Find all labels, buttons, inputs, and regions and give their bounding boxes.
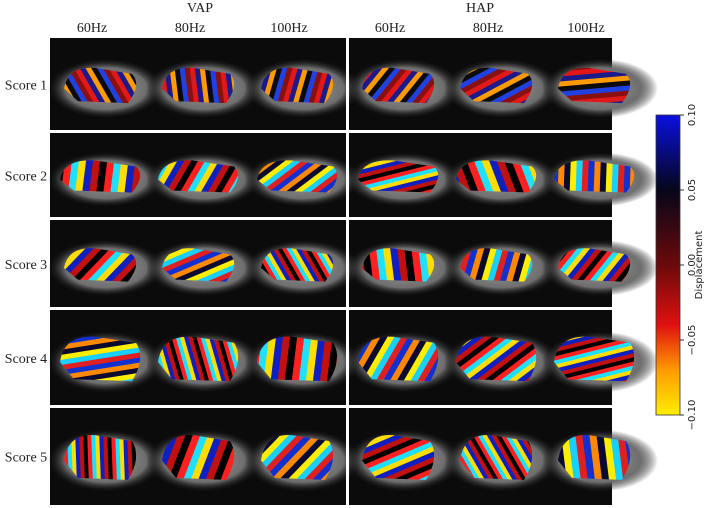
mri-image xyxy=(48,239,164,297)
mri-image xyxy=(346,331,462,393)
mri-image xyxy=(542,239,658,297)
colorbar-tick-label: −0.10 xyxy=(687,400,698,431)
displacement-map xyxy=(158,160,239,193)
mri-image xyxy=(444,152,560,207)
column-label: 100Hz xyxy=(270,21,307,36)
mri-image xyxy=(444,58,560,119)
displacement-map xyxy=(362,248,435,282)
row-label: Score 1 xyxy=(5,79,47,94)
displacement-map xyxy=(362,67,435,104)
group-separator xyxy=(346,38,349,505)
displacement-map xyxy=(362,434,435,480)
displacement-map xyxy=(558,67,631,104)
colorbar-tick-label: 0.05 xyxy=(687,179,698,201)
displacement-map xyxy=(460,67,533,104)
mri-image xyxy=(245,239,361,297)
displacement-map xyxy=(261,248,334,282)
column-label: 100Hz xyxy=(567,21,604,36)
displacement-map xyxy=(64,434,137,480)
displacement-map xyxy=(558,434,631,480)
displacement-map xyxy=(460,248,533,282)
displacement-map xyxy=(358,336,439,382)
row-label: Score 4 xyxy=(5,352,47,367)
mri-image xyxy=(245,429,361,492)
column-label: 80Hz xyxy=(473,21,503,36)
mri-image xyxy=(346,429,462,492)
mri-image xyxy=(146,429,262,492)
colorbar-tick-label: 0.00 xyxy=(687,254,698,276)
displacement-map xyxy=(158,336,239,382)
column-label: 60Hz xyxy=(77,21,107,36)
displacement-map xyxy=(60,336,141,382)
displacement-map xyxy=(554,160,635,193)
group-label: HAP xyxy=(466,1,494,16)
row-separator xyxy=(50,405,612,408)
mri-image xyxy=(245,58,361,119)
mri-image xyxy=(146,152,262,207)
row-separator xyxy=(50,307,612,310)
displacement-map xyxy=(162,67,235,104)
displacement-map xyxy=(261,434,334,480)
displacement-map xyxy=(554,336,635,382)
displacement-map xyxy=(257,336,338,382)
group-label: VAP xyxy=(187,1,213,16)
displacement-map xyxy=(257,160,338,193)
mri-image xyxy=(542,429,658,492)
displacement-map xyxy=(162,248,235,282)
mri-image xyxy=(346,58,462,119)
mri-image xyxy=(346,239,462,297)
colorbar-label: Displacement xyxy=(694,231,705,300)
displacement-map xyxy=(358,160,439,193)
row-separator xyxy=(50,130,612,133)
mri-image xyxy=(146,239,262,297)
displacement-map xyxy=(60,160,141,193)
row-label: Score 3 xyxy=(5,258,47,273)
row-separator xyxy=(50,217,612,220)
mri-image xyxy=(245,152,361,207)
displacement-map xyxy=(456,160,537,193)
displacement-map xyxy=(64,67,137,104)
mri-image xyxy=(48,331,164,393)
displacement-map xyxy=(261,67,334,104)
mri-image xyxy=(444,331,560,393)
mri-image xyxy=(346,152,462,207)
mri-image xyxy=(444,429,560,492)
mri-image xyxy=(542,152,658,207)
mri-image xyxy=(146,331,262,393)
mri-image xyxy=(542,58,658,119)
mri-image xyxy=(48,152,164,207)
row-label: Score 5 xyxy=(5,451,47,466)
mri-image xyxy=(542,331,658,393)
displacement-map xyxy=(456,336,537,382)
colorbar xyxy=(655,114,681,416)
displacement-map xyxy=(64,248,137,282)
mri-image xyxy=(245,331,361,393)
mri-image xyxy=(444,239,560,297)
colorbar-tick-label: −0.05 xyxy=(687,325,698,356)
displacement-map xyxy=(558,248,631,282)
displacement-map xyxy=(460,434,533,480)
mri-image xyxy=(146,58,262,119)
mri-image xyxy=(48,429,164,492)
displacement-map xyxy=(162,434,235,480)
row-label: Score 2 xyxy=(5,170,47,185)
column-label: 80Hz xyxy=(175,21,205,36)
mri-image xyxy=(48,58,164,119)
colorbar-tick-label: 0.10 xyxy=(687,104,698,126)
column-label: 60Hz xyxy=(375,21,405,36)
